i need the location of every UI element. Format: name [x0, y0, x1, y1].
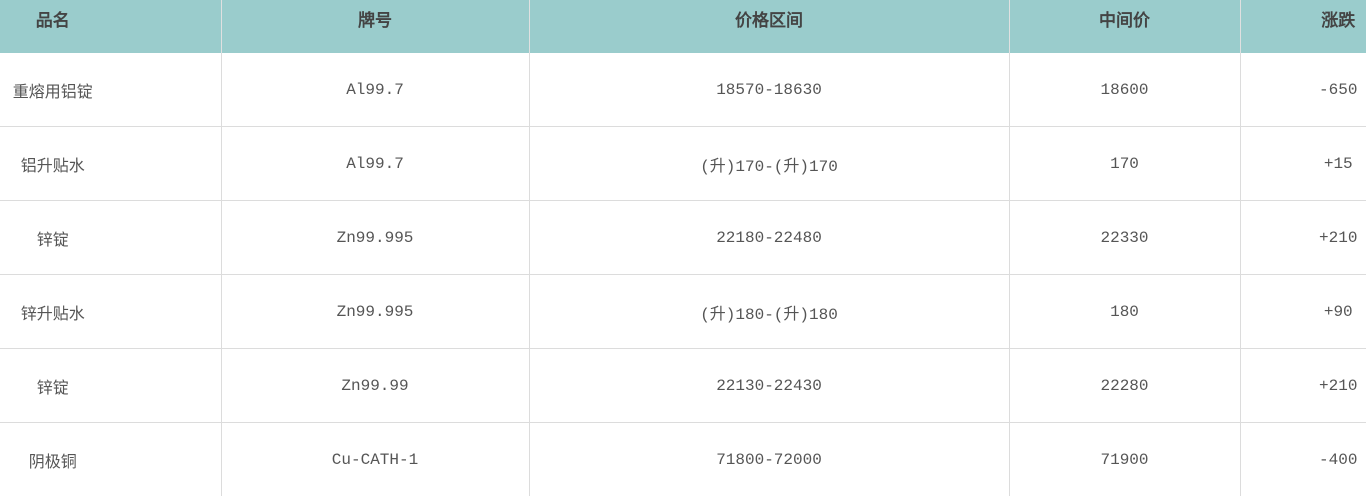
grade-cell: Zn99.99: [221, 349, 529, 423]
product-name-cell: 锌升贴水: [0, 275, 221, 349]
change-cell: -400: [1240, 423, 1366, 496]
product-name-cell: 阴极铜: [0, 423, 221, 496]
grade-cell: Zn99.995: [221, 275, 529, 349]
grade-cell: Al99.7: [221, 53, 529, 127]
price-range-cell: 71800-72000: [529, 423, 1009, 496]
price-range-cell: 18570-18630: [529, 53, 1009, 127]
product-name-cell: 铝升贴水: [0, 127, 221, 201]
mid-price-cell: 180: [1009, 275, 1240, 349]
mid-price-cell: 22280: [1009, 349, 1240, 423]
header-product-name: 品名: [0, 0, 221, 53]
mid-price-cell: 170: [1009, 127, 1240, 201]
product-name-cell: 重熔用铝锭: [0, 53, 221, 127]
header-change: 涨跌: [1240, 0, 1366, 53]
change-cell: +210: [1240, 349, 1366, 423]
mid-price-cell: 18600: [1009, 53, 1240, 127]
product-name-cell: 锌锭: [0, 349, 221, 423]
grade-cell: Zn99.995: [221, 201, 529, 275]
grade-cell: Al99.7: [221, 127, 529, 201]
change-cell: +90: [1240, 275, 1366, 349]
mid-price-cell: 22330: [1009, 201, 1240, 275]
product-name-cell: 锌锭: [0, 201, 221, 275]
header-grade: 牌号: [221, 0, 529, 53]
header-price-range: 价格区间: [529, 0, 1009, 53]
table-header-row: 品名 牌号 价格区间 中间价 涨跌: [0, 0, 1366, 53]
change-cell: +15: [1240, 127, 1366, 201]
change-cell: -650: [1240, 53, 1366, 127]
price-range-cell: (升)170-(升)170: [529, 127, 1009, 201]
header-mid-price: 中间价: [1009, 0, 1240, 53]
price-range-cell: (升)180-(升)180: [529, 275, 1009, 349]
change-cell: +210: [1240, 201, 1366, 275]
price-range-cell: 22180-22480: [529, 201, 1009, 275]
mid-price-cell: 71900: [1009, 423, 1240, 496]
price-range-cell: 22130-22430: [529, 349, 1009, 423]
grade-cell: Cu-CATH-1: [221, 423, 529, 496]
